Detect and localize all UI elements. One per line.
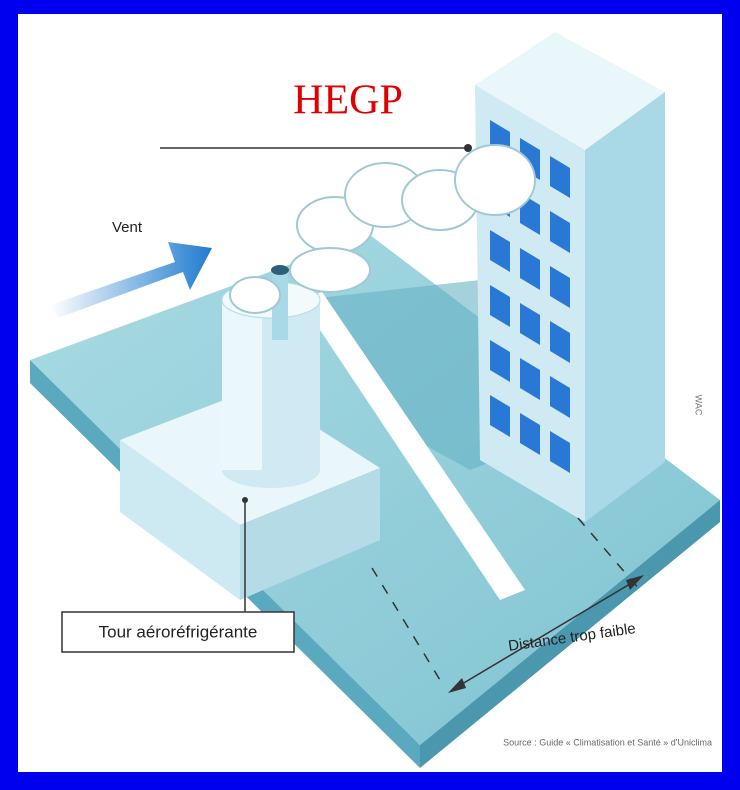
screen: Vent HEGP Tour aéroréfrigérante Distance… (0, 0, 740, 785)
tower-light (222, 300, 262, 470)
pointer-dot (242, 497, 248, 503)
illustration: Vent HEGP Tour aéroréfrigérante Distance… (0, 0, 740, 785)
watermark: WAC (694, 395, 704, 416)
wind-label: Vent (112, 219, 143, 236)
title: HEGP (293, 78, 403, 124)
pointer-dot (464, 144, 472, 152)
building-face (585, 92, 665, 522)
source: Source : Guide « Climatisation et Santé … (503, 737, 712, 747)
tower-label: Tour aéroréfrigérante (99, 622, 258, 641)
chimney-top (271, 265, 289, 275)
